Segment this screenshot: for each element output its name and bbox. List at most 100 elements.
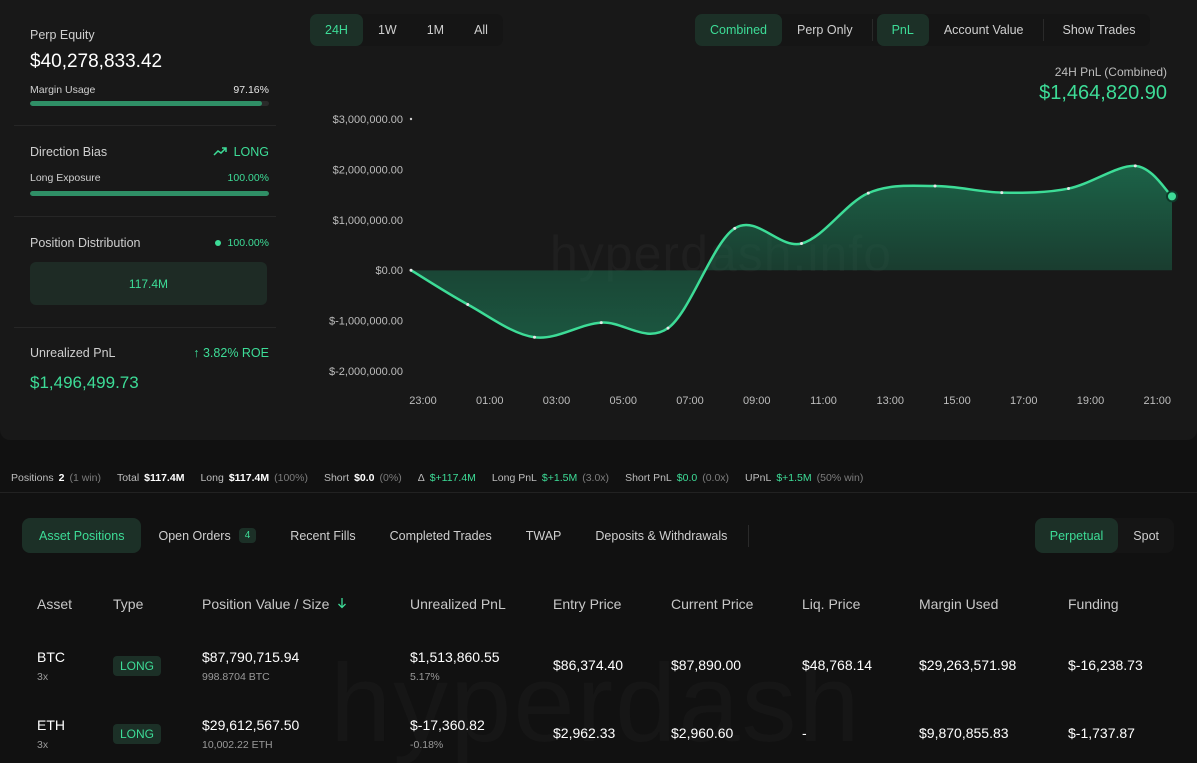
perp-equity-label: Perp Equity bbox=[30, 28, 95, 42]
tab-twap[interactable]: TWAP bbox=[525, 528, 562, 543]
metric-pnl[interactable]: PnL bbox=[876, 14, 929, 46]
data-point[interactable] bbox=[532, 335, 536, 339]
x-tick-label: 23:00 bbox=[409, 395, 437, 407]
range-selector: 24H 1W 1M All bbox=[310, 14, 503, 46]
unrealized-pnl-label: Unrealized PnL bbox=[30, 346, 116, 360]
stat-label: UPnL bbox=[745, 471, 772, 484]
tab-asset-positions[interactable]: Asset Positions bbox=[22, 518, 142, 553]
stat-note: (3.0x) bbox=[582, 471, 610, 484]
data-point[interactable] bbox=[733, 226, 737, 230]
row-entry-price: $2,962.33 bbox=[553, 725, 616, 741]
long-exposure-value: 100.00% bbox=[227, 172, 269, 184]
roe-text: 3.82% ROE bbox=[202, 346, 269, 360]
market-type-selector: Perpetual Spot bbox=[1034, 518, 1174, 553]
data-point[interactable] bbox=[409, 268, 413, 272]
stat-label: Long bbox=[200, 471, 224, 484]
stat-note: (1 win) bbox=[69, 471, 101, 484]
data-point[interactable] bbox=[866, 191, 870, 195]
tab-completed-trades[interactable]: Completed Trades bbox=[389, 528, 492, 543]
col-asset[interactable]: Asset bbox=[37, 596, 73, 612]
tab-label: Open Orders bbox=[158, 528, 231, 543]
x-tick-label: 07:00 bbox=[676, 395, 704, 407]
tab-deposits-withdrawals[interactable]: Deposits & Withdrawals bbox=[595, 528, 728, 543]
col-funding[interactable]: Funding bbox=[1068, 596, 1119, 612]
view-combined[interactable]: Combined bbox=[695, 14, 782, 46]
direction-bias-label: Direction Bias bbox=[30, 145, 108, 159]
direction-bias-value: LONG bbox=[213, 145, 269, 159]
row-margin-used: $29,263,571.98 bbox=[919, 657, 1017, 673]
stat-delta: Δ $+117.4M bbox=[418, 472, 476, 484]
pnl-caption: 24H PnL (Combined) bbox=[1054, 65, 1167, 79]
stat-value: $0.0 bbox=[676, 471, 698, 484]
range-all[interactable]: All bbox=[474, 23, 488, 37]
divider bbox=[14, 327, 276, 328]
divider bbox=[871, 19, 873, 41]
data-point[interactable] bbox=[666, 326, 670, 330]
stat-total: Total $117.4M bbox=[117, 472, 184, 484]
data-point[interactable] bbox=[466, 302, 470, 306]
long-exposure-fill bbox=[30, 191, 269, 196]
direction-bias-text: LONG bbox=[233, 145, 269, 159]
chart-options: Combined Perp Only PnL Account Value Sho… bbox=[695, 14, 1151, 46]
x-tick-label: 11:00 bbox=[810, 395, 837, 407]
x-tick-label: 13:00 bbox=[877, 395, 905, 407]
data-point[interactable] bbox=[1067, 187, 1071, 191]
col-liq-price[interactable]: Liq. Price bbox=[802, 596, 861, 612]
current-value-point[interactable] bbox=[1166, 190, 1178, 203]
y-tick-label: $1,000,000.00 bbox=[333, 215, 403, 227]
row-asset[interactable]: ETH bbox=[37, 717, 65, 733]
x-tick-label: 09:00 bbox=[743, 395, 771, 407]
data-point[interactable] bbox=[933, 184, 937, 188]
range-1w[interactable]: 1W bbox=[377, 23, 397, 37]
row-current-price: $87,890.00 bbox=[671, 657, 742, 673]
row-leverage: 3x bbox=[37, 739, 49, 751]
range-24h[interactable]: 24H bbox=[310, 14, 363, 46]
axis-marker bbox=[409, 117, 413, 121]
stat-value: $+1.5M bbox=[776, 471, 812, 484]
summary-panel: Perp Equity $40,278,833.42 Margin Usage … bbox=[0, 0, 290, 440]
row-asset[interactable]: BTC bbox=[37, 649, 65, 665]
row-liq-price: $48,768.14 bbox=[802, 657, 873, 673]
stat-value: $117.4M bbox=[144, 471, 185, 484]
tab-recent-fills[interactable]: Recent Fills bbox=[290, 528, 356, 543]
x-tick-label: 19:00 bbox=[1077, 395, 1105, 407]
y-tick-label: $-2,000,000.00 bbox=[329, 366, 403, 378]
col-margin-used[interactable]: Margin Used bbox=[919, 596, 999, 612]
data-point[interactable] bbox=[1000, 191, 1004, 195]
pnl-chart[interactable]: $3,000,000.00 $2,000,000.00 $1,000,000.00 $… bbox=[300, 100, 1197, 420]
row-unrealized-pnl-pct: -0.18% bbox=[410, 739, 444, 751]
market-spot[interactable]: Spot bbox=[1133, 528, 1159, 543]
stat-label: Short PnL bbox=[625, 471, 672, 484]
metric-account-value[interactable]: Account Value bbox=[943, 23, 1024, 37]
row-liq-price: - bbox=[802, 725, 807, 741]
tab-open-orders[interactable]: Open Orders 4 bbox=[141, 518, 273, 553]
pnl-value: $1,464,820.90 bbox=[1039, 82, 1167, 104]
margin-usage-fill bbox=[30, 101, 263, 106]
y-tick-label: $-1,000,000.00 bbox=[329, 316, 403, 328]
col-type[interactable]: Type bbox=[113, 596, 144, 612]
stat-label: Δ bbox=[417, 471, 425, 484]
show-trades-toggle[interactable]: Show Trades bbox=[1062, 23, 1136, 37]
col-unrealized-pnl[interactable]: Unrealized PnL bbox=[410, 596, 506, 612]
stat-label: Positions bbox=[11, 471, 54, 484]
position-distribution-bar[interactable]: 117.4M bbox=[30, 262, 267, 305]
y-tick-label: $3,000,000.00 bbox=[333, 114, 403, 126]
data-point[interactable] bbox=[599, 321, 603, 325]
divider bbox=[748, 524, 750, 547]
data-point[interactable] bbox=[1133, 164, 1137, 168]
position-distribution-percent: 100.00% bbox=[227, 237, 269, 249]
market-perpetual[interactable]: Perpetual bbox=[1034, 518, 1119, 553]
row-position-value: $29,612,567.50 bbox=[202, 717, 300, 733]
range-1m[interactable]: 1M bbox=[426, 23, 445, 37]
stat-long-pnl: Long PnL $+1.5M (3.0x) bbox=[492, 472, 609, 484]
position-distribution-label: Position Distribution bbox=[30, 236, 141, 250]
col-entry-price[interactable]: Entry Price bbox=[553, 596, 622, 612]
x-tick-label: 21:00 bbox=[1144, 395, 1172, 407]
divider bbox=[14, 216, 276, 217]
col-position-value[interactable]: Position Value / Size bbox=[202, 596, 347, 612]
divider bbox=[1042, 19, 1044, 41]
view-perp-only[interactable]: Perp Only bbox=[796, 23, 853, 37]
x-tick-label: 05:00 bbox=[609, 395, 637, 407]
col-current-price[interactable]: Current Price bbox=[671, 596, 754, 612]
data-point[interactable] bbox=[800, 241, 804, 245]
